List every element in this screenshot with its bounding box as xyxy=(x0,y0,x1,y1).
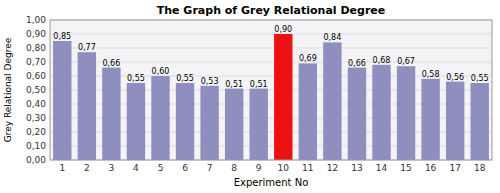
bar xyxy=(372,65,390,160)
chart: 0,00 0,10 0,20 0,30 0,40 0,50 0,60 0,70 0,80 0,90… xyxy=(0,0,500,193)
x-tick-label: 13 xyxy=(351,163,362,173)
y-tick-label: 1,00 xyxy=(26,15,46,25)
data-label: 0,55 xyxy=(127,74,145,83)
bar xyxy=(299,63,317,160)
x-tick-label: 5 xyxy=(158,163,164,173)
bar xyxy=(200,86,218,160)
bar xyxy=(274,34,292,160)
bar xyxy=(471,83,489,160)
x-tick-label: 10 xyxy=(278,163,290,173)
x-tick-label: 4 xyxy=(133,163,139,173)
bar xyxy=(323,42,341,160)
y-tick-label: 0,60 xyxy=(26,71,46,81)
x-tick-label: 7 xyxy=(207,163,213,173)
x-tick-label: 8 xyxy=(231,163,237,173)
data-label: 0,84 xyxy=(323,33,341,42)
bar xyxy=(250,89,268,160)
x-tick-label: 15 xyxy=(400,163,411,173)
y-tick-label: 0,40 xyxy=(26,99,46,109)
data-label: 0,55 xyxy=(176,74,194,83)
bar xyxy=(151,76,169,160)
bar xyxy=(127,83,145,160)
x-tick-label: 12 xyxy=(327,163,338,173)
y-tick-label: 0,30 xyxy=(26,113,46,123)
bar xyxy=(225,89,243,160)
data-label: 0,58 xyxy=(422,70,440,79)
y-tick-label: 0,10 xyxy=(26,141,46,151)
x-tick-label: 6 xyxy=(182,163,188,173)
data-label: 0,69 xyxy=(299,54,317,63)
data-label: 0,66 xyxy=(348,59,366,68)
data-label: 0,53 xyxy=(201,77,219,86)
y-axis-label: Grey Relational Degree xyxy=(3,37,13,142)
bar xyxy=(348,68,366,160)
data-label: 0,55 xyxy=(471,74,489,83)
bars xyxy=(53,34,489,160)
x-tick-label: 18 xyxy=(474,163,486,173)
data-label: 0,77 xyxy=(78,43,96,52)
x-tick-label: 2 xyxy=(84,163,90,173)
data-label: 0,51 xyxy=(250,80,268,89)
y-tick-label: 0,00 xyxy=(26,155,46,165)
y-tick-label: 0,70 xyxy=(26,57,46,67)
data-label: 0,67 xyxy=(397,57,415,66)
y-tick-label: 0,90 xyxy=(26,29,46,39)
bar xyxy=(446,82,464,160)
x-axis-label: Experiment No xyxy=(234,177,309,188)
grid-line xyxy=(50,34,492,35)
x-tick-label: 17 xyxy=(449,163,460,173)
y-tick-label: 0,50 xyxy=(26,85,46,95)
bar xyxy=(397,66,415,160)
bar xyxy=(102,68,120,160)
data-label: 0,60 xyxy=(152,67,170,76)
x-tick-label: 1 xyxy=(59,163,65,173)
grid-line xyxy=(50,48,492,49)
data-label: 0,85 xyxy=(53,32,71,41)
title: The Graph of Grey Relational Degree xyxy=(157,4,386,17)
data-label: 0,90 xyxy=(274,25,292,34)
y-tick-label: 0,20 xyxy=(26,127,46,137)
x-tick-label: 11 xyxy=(302,163,313,173)
plot-area xyxy=(50,20,492,160)
data-label: 0,68 xyxy=(373,56,391,65)
data-label: 0,66 xyxy=(102,59,120,68)
x-tick-label: 3 xyxy=(109,163,115,173)
bar xyxy=(78,52,96,160)
x-tick-label: 9 xyxy=(256,163,262,173)
data-label: 0,51 xyxy=(225,80,243,89)
bar xyxy=(176,83,194,160)
x-tick-label: 14 xyxy=(376,163,388,173)
bar xyxy=(53,41,71,160)
data-label: 0,56 xyxy=(446,73,464,82)
bar xyxy=(421,79,439,160)
x-tick-label: 16 xyxy=(425,163,437,173)
y-tick-label: 0,80 xyxy=(26,43,46,53)
plot-frame xyxy=(50,20,492,160)
